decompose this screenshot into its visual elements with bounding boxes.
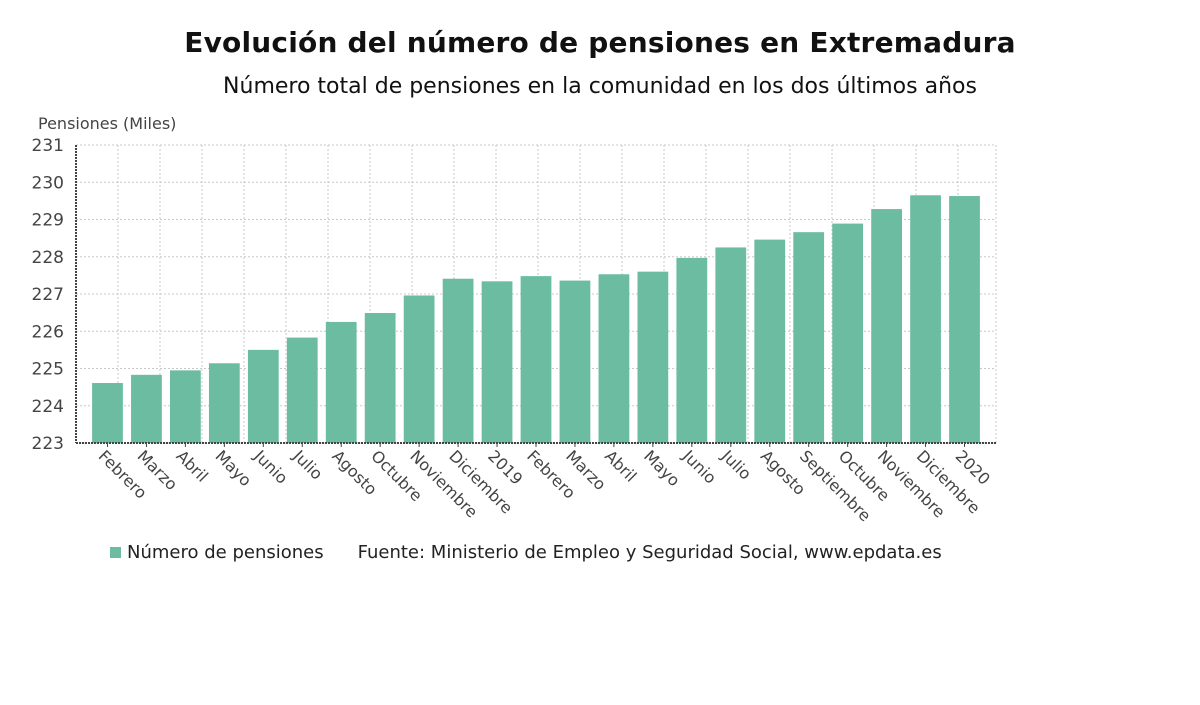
bar: [871, 209, 902, 443]
x-tick-label: Julio: [717, 446, 755, 484]
x-tick-label: Junio: [678, 446, 720, 488]
bar: [598, 274, 630, 443]
x-tick-label: Julio: [289, 446, 327, 484]
x-tick-label: Mayo: [212, 446, 256, 490]
y-axis-label: Pensiones (Miles): [38, 114, 176, 133]
bar: [92, 383, 123, 443]
y-tick-label: 227: [32, 285, 64, 305]
x-tick-label: Junio: [250, 446, 292, 488]
x-tick-label: Mayo: [640, 446, 684, 490]
bar: [949, 196, 980, 443]
axes: [75, 145, 996, 447]
bar: [676, 257, 708, 443]
bar: [559, 280, 591, 443]
bar: [754, 239, 786, 443]
bar: [208, 363, 240, 443]
y-tick-label: 229: [32, 211, 64, 231]
y-tick-label: 223: [32, 434, 64, 454]
bar: [793, 232, 825, 443]
legend-swatch: [110, 547, 121, 558]
legend: Número de pensiones Fuente: Ministerio d…: [110, 542, 942, 563]
y-tick-label: 224: [32, 397, 64, 417]
y-tick-label: 230: [32, 173, 64, 193]
y-tick-label: 225: [32, 360, 64, 380]
bar: [520, 276, 552, 443]
bar: [481, 281, 513, 443]
source-note: Fuente: Ministerio de Empleo y Seguridad…: [357, 542, 942, 563]
chart-title: Evolución del número de pensiones en Ext…: [184, 26, 1016, 59]
bar: [325, 321, 357, 443]
bars: [92, 195, 980, 443]
legend-label: Número de pensiones: [127, 542, 324, 563]
bar: [364, 312, 396, 443]
bar: [403, 295, 435, 443]
bar: [170, 370, 201, 443]
chart-subtitle: Número total de pensiones en la comunida…: [223, 74, 977, 99]
bar: [286, 337, 318, 443]
y-tick-label: 228: [32, 248, 64, 268]
bar: [832, 223, 864, 443]
y-tick-label: 226: [32, 322, 64, 342]
y-tick-label: 231: [32, 136, 64, 156]
bar: [910, 195, 941, 443]
bar: [637, 271, 669, 443]
bar: [131, 374, 162, 443]
y-tick-labels: 223 224 225 226 227 228 229 230 231: [32, 136, 64, 454]
bar: [715, 247, 747, 443]
bar-chart: Pensiones (Miles) 2232242252262272282292…: [32, 114, 997, 526]
bar: [442, 278, 474, 443]
bar: [247, 349, 279, 443]
